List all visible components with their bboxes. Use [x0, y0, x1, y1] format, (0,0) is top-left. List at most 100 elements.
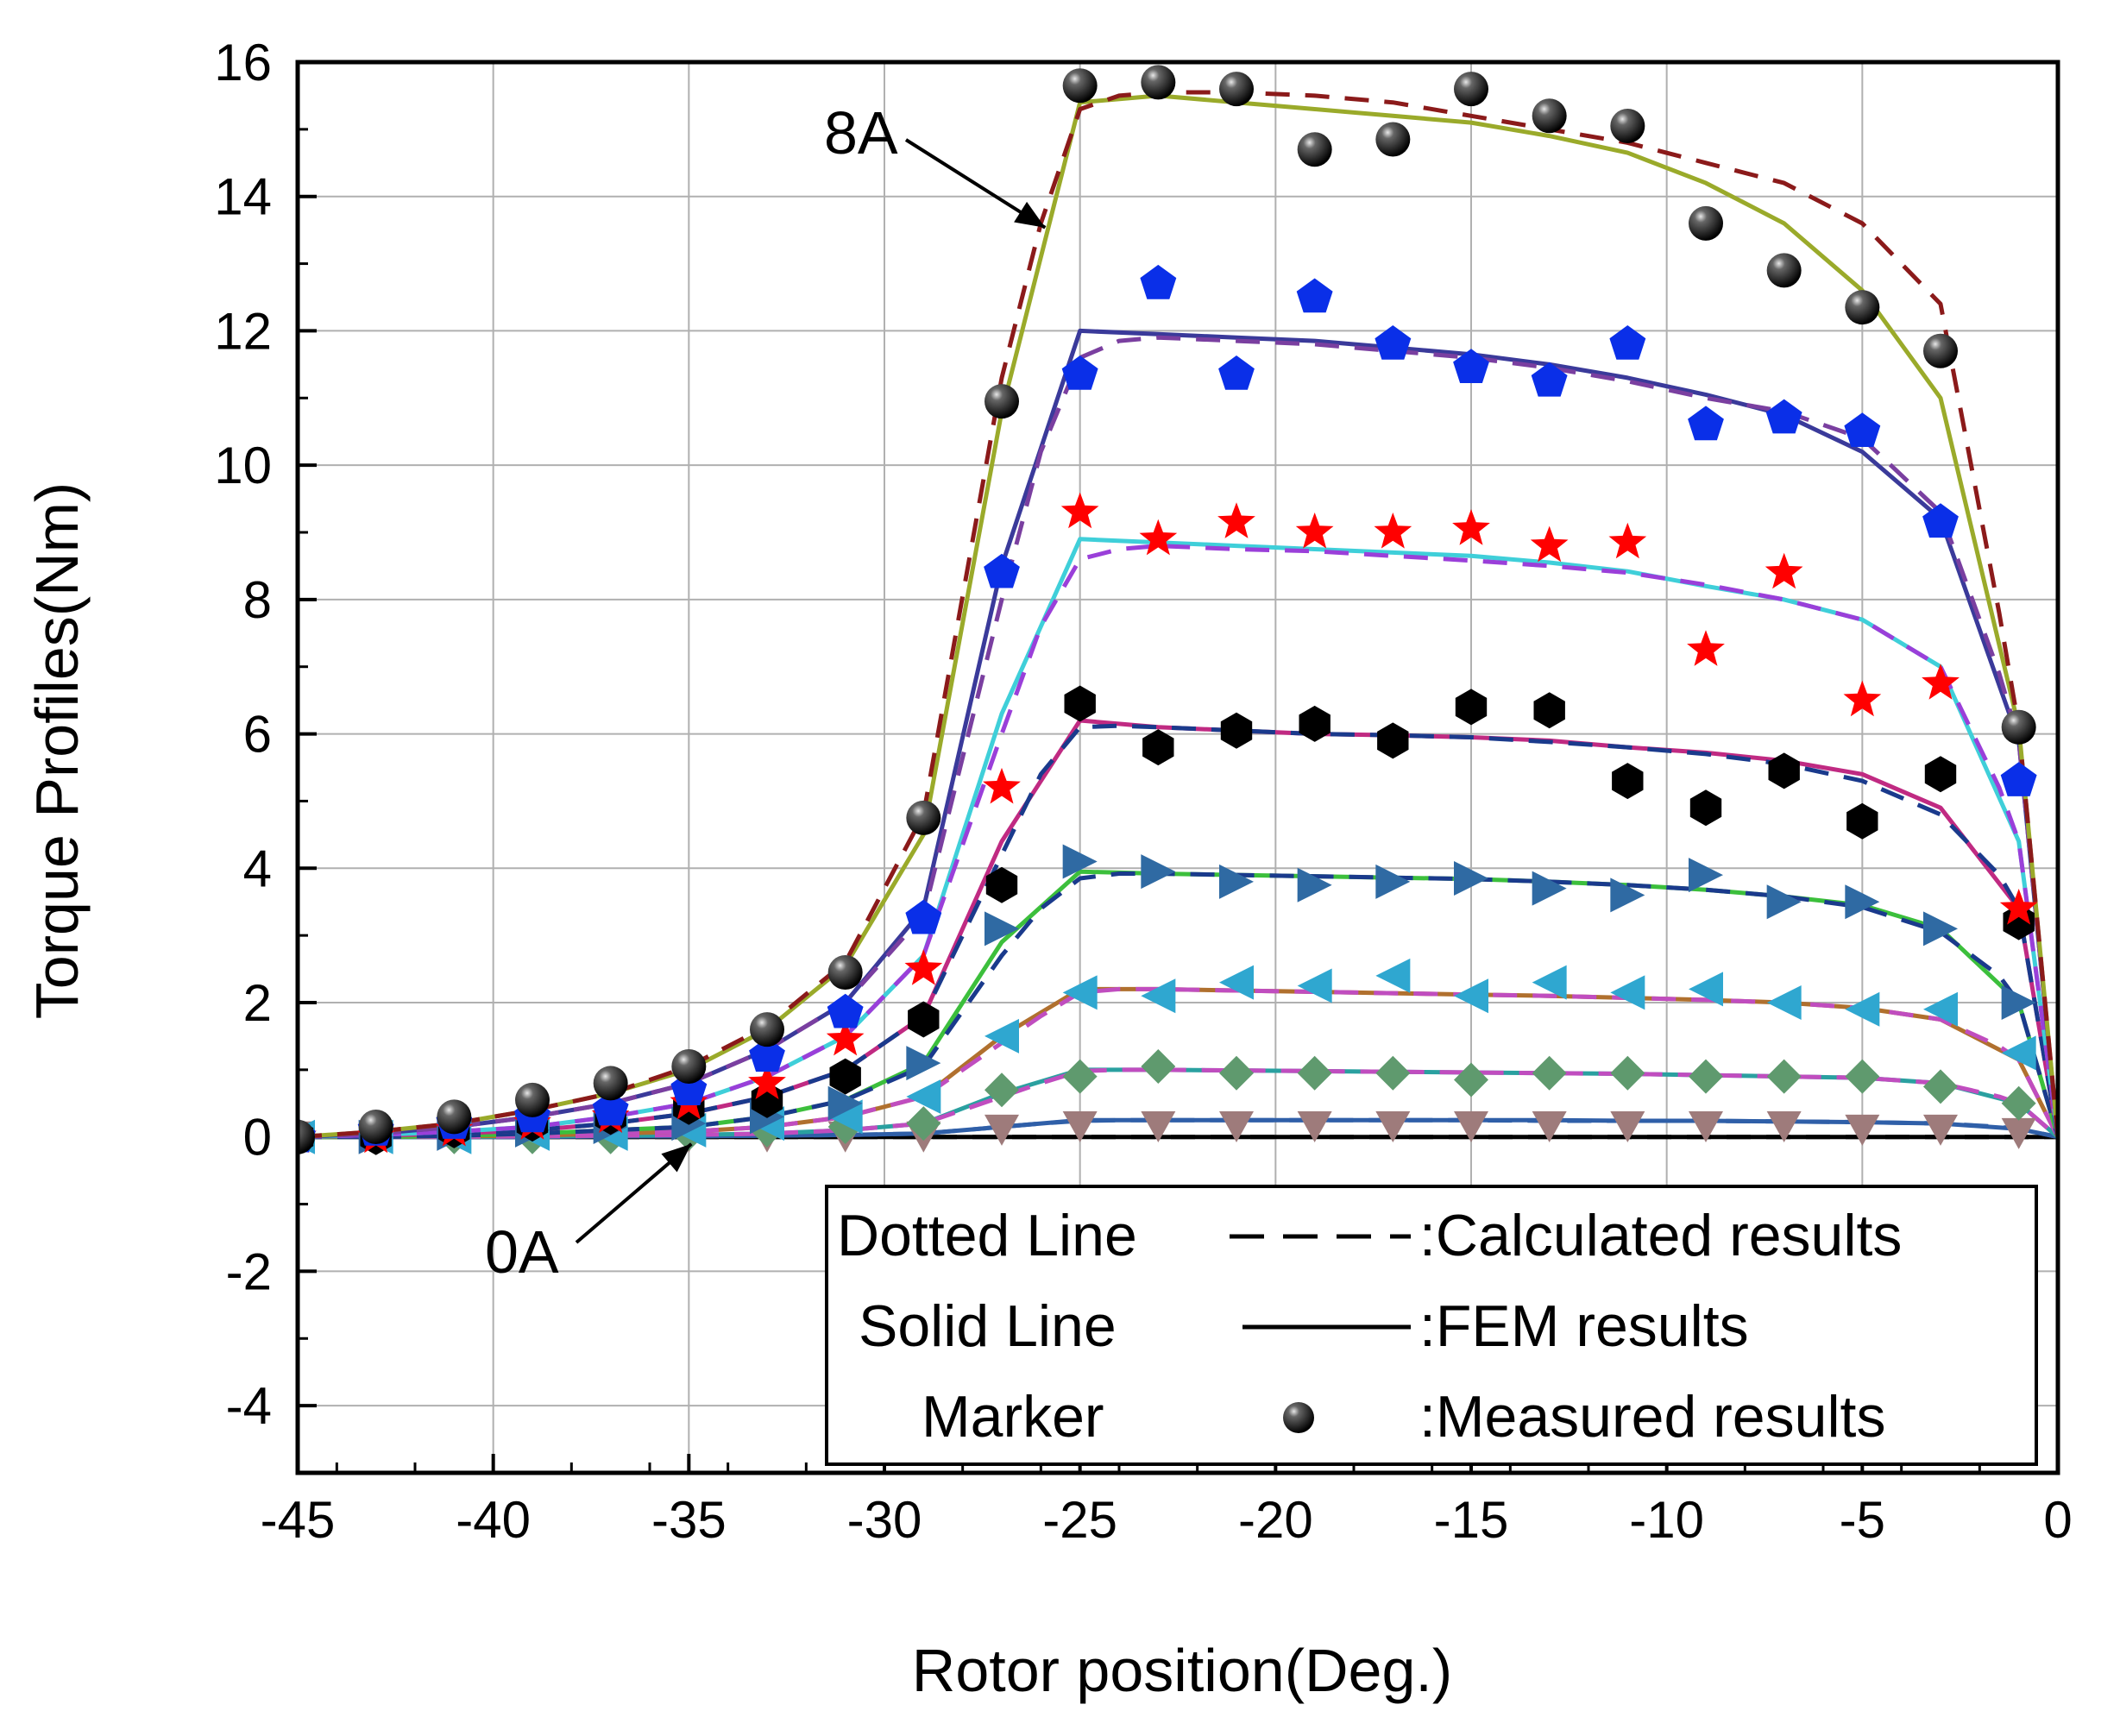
measured-point-8A: [906, 800, 941, 835]
measured-point-4A: [1845, 884, 1880, 920]
measured-point-7A: [1218, 355, 1255, 390]
measured-point-4A: [906, 1046, 941, 1081]
legend-box: [825, 1185, 2038, 1466]
measured-point-5A: [1064, 685, 1096, 722]
measured-point-2A: [1454, 1062, 1488, 1098]
measured-point-7A: [1453, 349, 1489, 383]
measured-point-6A: [1217, 502, 1255, 538]
measured-point-6A: [1374, 513, 1412, 549]
measured-point-8A: [1532, 98, 1567, 134]
y-tick-label: 4: [243, 840, 272, 897]
measured-point-1A: [1845, 1114, 1880, 1146]
calc-line-8A: [298, 90, 2058, 1140]
y-axis-title: Torque Profiles(Nm): [23, 482, 91, 1019]
measured-point-8A: [2001, 709, 2036, 745]
x-tick-label: -35: [651, 1491, 727, 1549]
measured-point-5A: [908, 1001, 940, 1038]
arrow-8A-head: [1014, 201, 1046, 228]
annotation-8A: 8A: [824, 99, 898, 167]
measured-point-3A: [1610, 975, 1645, 1010]
measured-point-2A: [1141, 1048, 1176, 1084]
measured-point-3A: [906, 1079, 941, 1114]
measured-point-4A: [1923, 911, 1958, 947]
measured-point-3A: [1297, 968, 1332, 1003]
measured-point-3A: [1219, 965, 1254, 1000]
measured-point-8A: [1923, 333, 1958, 368]
measured-point-2A: [1375, 1055, 1411, 1091]
measured-point-1A: [1689, 1111, 1723, 1143]
measured-point-8A: [1219, 72, 1254, 107]
calc-line-6A: [298, 544, 2058, 1140]
annotation-0A: 0A: [485, 1218, 559, 1286]
measured-point-7A: [1688, 406, 1724, 441]
measured-point-2A: [1689, 1059, 1723, 1094]
fem-line-6A: [298, 537, 2058, 1140]
axes: -45 -40 -35 -30 -25 -20 -15 -10 -5 0-4-2024681012…: [214, 34, 2072, 1549]
measured-point-8A: [515, 1082, 550, 1117]
x-tick-label: -45: [261, 1491, 336, 1549]
measured-point-6A: [1530, 525, 1569, 563]
legend-label: Marker: [922, 1384, 1104, 1450]
measured-point-8A: [750, 1012, 784, 1047]
measured-point-8A: [1766, 253, 1802, 288]
measured-point-2A: [1062, 1059, 1098, 1094]
measured-point-5A: [1768, 752, 1800, 789]
x-axis-title: Rotor position(Deg.): [912, 1637, 1452, 1704]
y-tick-label: 8: [243, 571, 272, 629]
measured-point-3A: [2001, 1035, 2036, 1071]
x-tick-label: 0: [2043, 1491, 2072, 1549]
measured-point-4A: [1219, 864, 1254, 899]
measured-point-2A: [1610, 1055, 1645, 1091]
measured-point-5A: [1299, 705, 1331, 742]
measured-point-1A: [1766, 1111, 1802, 1143]
measured-point-1A: [1219, 1111, 1254, 1143]
measured-point-8A: [827, 954, 863, 990]
measured-point-2A: [906, 1106, 941, 1142]
measured-point-4A: [1766, 884, 1802, 920]
series-layer: [298, 90, 2058, 1140]
x-tick-label: -40: [456, 1491, 531, 1549]
y-tick-label: 16: [214, 34, 272, 91]
calc-line-2A: [298, 1067, 2058, 1140]
measured-point-4A: [985, 911, 1019, 947]
measured-point-4A: [827, 1085, 863, 1121]
y-tick-label: -2: [226, 1242, 272, 1300]
measured-point-6A: [1765, 552, 1803, 589]
measured-point-3A: [1923, 991, 1958, 1027]
calc-line-7A: [298, 335, 2058, 1140]
measured-point-4A: [1062, 844, 1098, 879]
measured-point-5A: [1142, 729, 1174, 766]
arrow-0A-head: [661, 1143, 692, 1173]
measured-point-2A: [1923, 1069, 1958, 1104]
measured-point-8A: [1062, 68, 1098, 104]
measured-point-6A: [1139, 519, 1178, 556]
measured-point-1A: [1454, 1111, 1488, 1143]
measured-point-5A: [1455, 689, 1488, 726]
measured-point-6A: [748, 1063, 786, 1099]
legend-label: Solid Line: [859, 1293, 1117, 1359]
y-tick-label: 12: [214, 302, 272, 360]
measured-point-3A: [1845, 991, 1880, 1027]
measured-point-7A: [827, 993, 864, 1028]
measured-point-1A: [1532, 1111, 1567, 1143]
measured-point-4A: [1375, 864, 1411, 899]
measured-point-1A: [2001, 1117, 2036, 1149]
measured-point-4A: [1610, 877, 1645, 913]
measured-point-1A: [985, 1114, 1019, 1146]
measured-point-8A: [1689, 205, 1723, 241]
measured-point-8A: [1375, 122, 1411, 157]
measured-point-7A: [1531, 362, 1568, 397]
measured-point-1A: [1610, 1111, 1645, 1143]
x-tick-label: -15: [1434, 1491, 1509, 1549]
measured-point-2A: [1532, 1055, 1567, 1091]
legend-marker-sample: [1283, 1402, 1314, 1433]
y-tick-label: 6: [243, 706, 272, 764]
measured-point-4A: [1297, 867, 1332, 903]
measured-point-6A: [983, 767, 1021, 804]
measured-point-6A: [1452, 509, 1490, 545]
measured-point-6A: [1687, 630, 1725, 666]
measured-point-3A: [1766, 985, 1802, 1020]
measured-point-8A: [1454, 72, 1488, 107]
measured-point-3A: [1532, 965, 1567, 1000]
